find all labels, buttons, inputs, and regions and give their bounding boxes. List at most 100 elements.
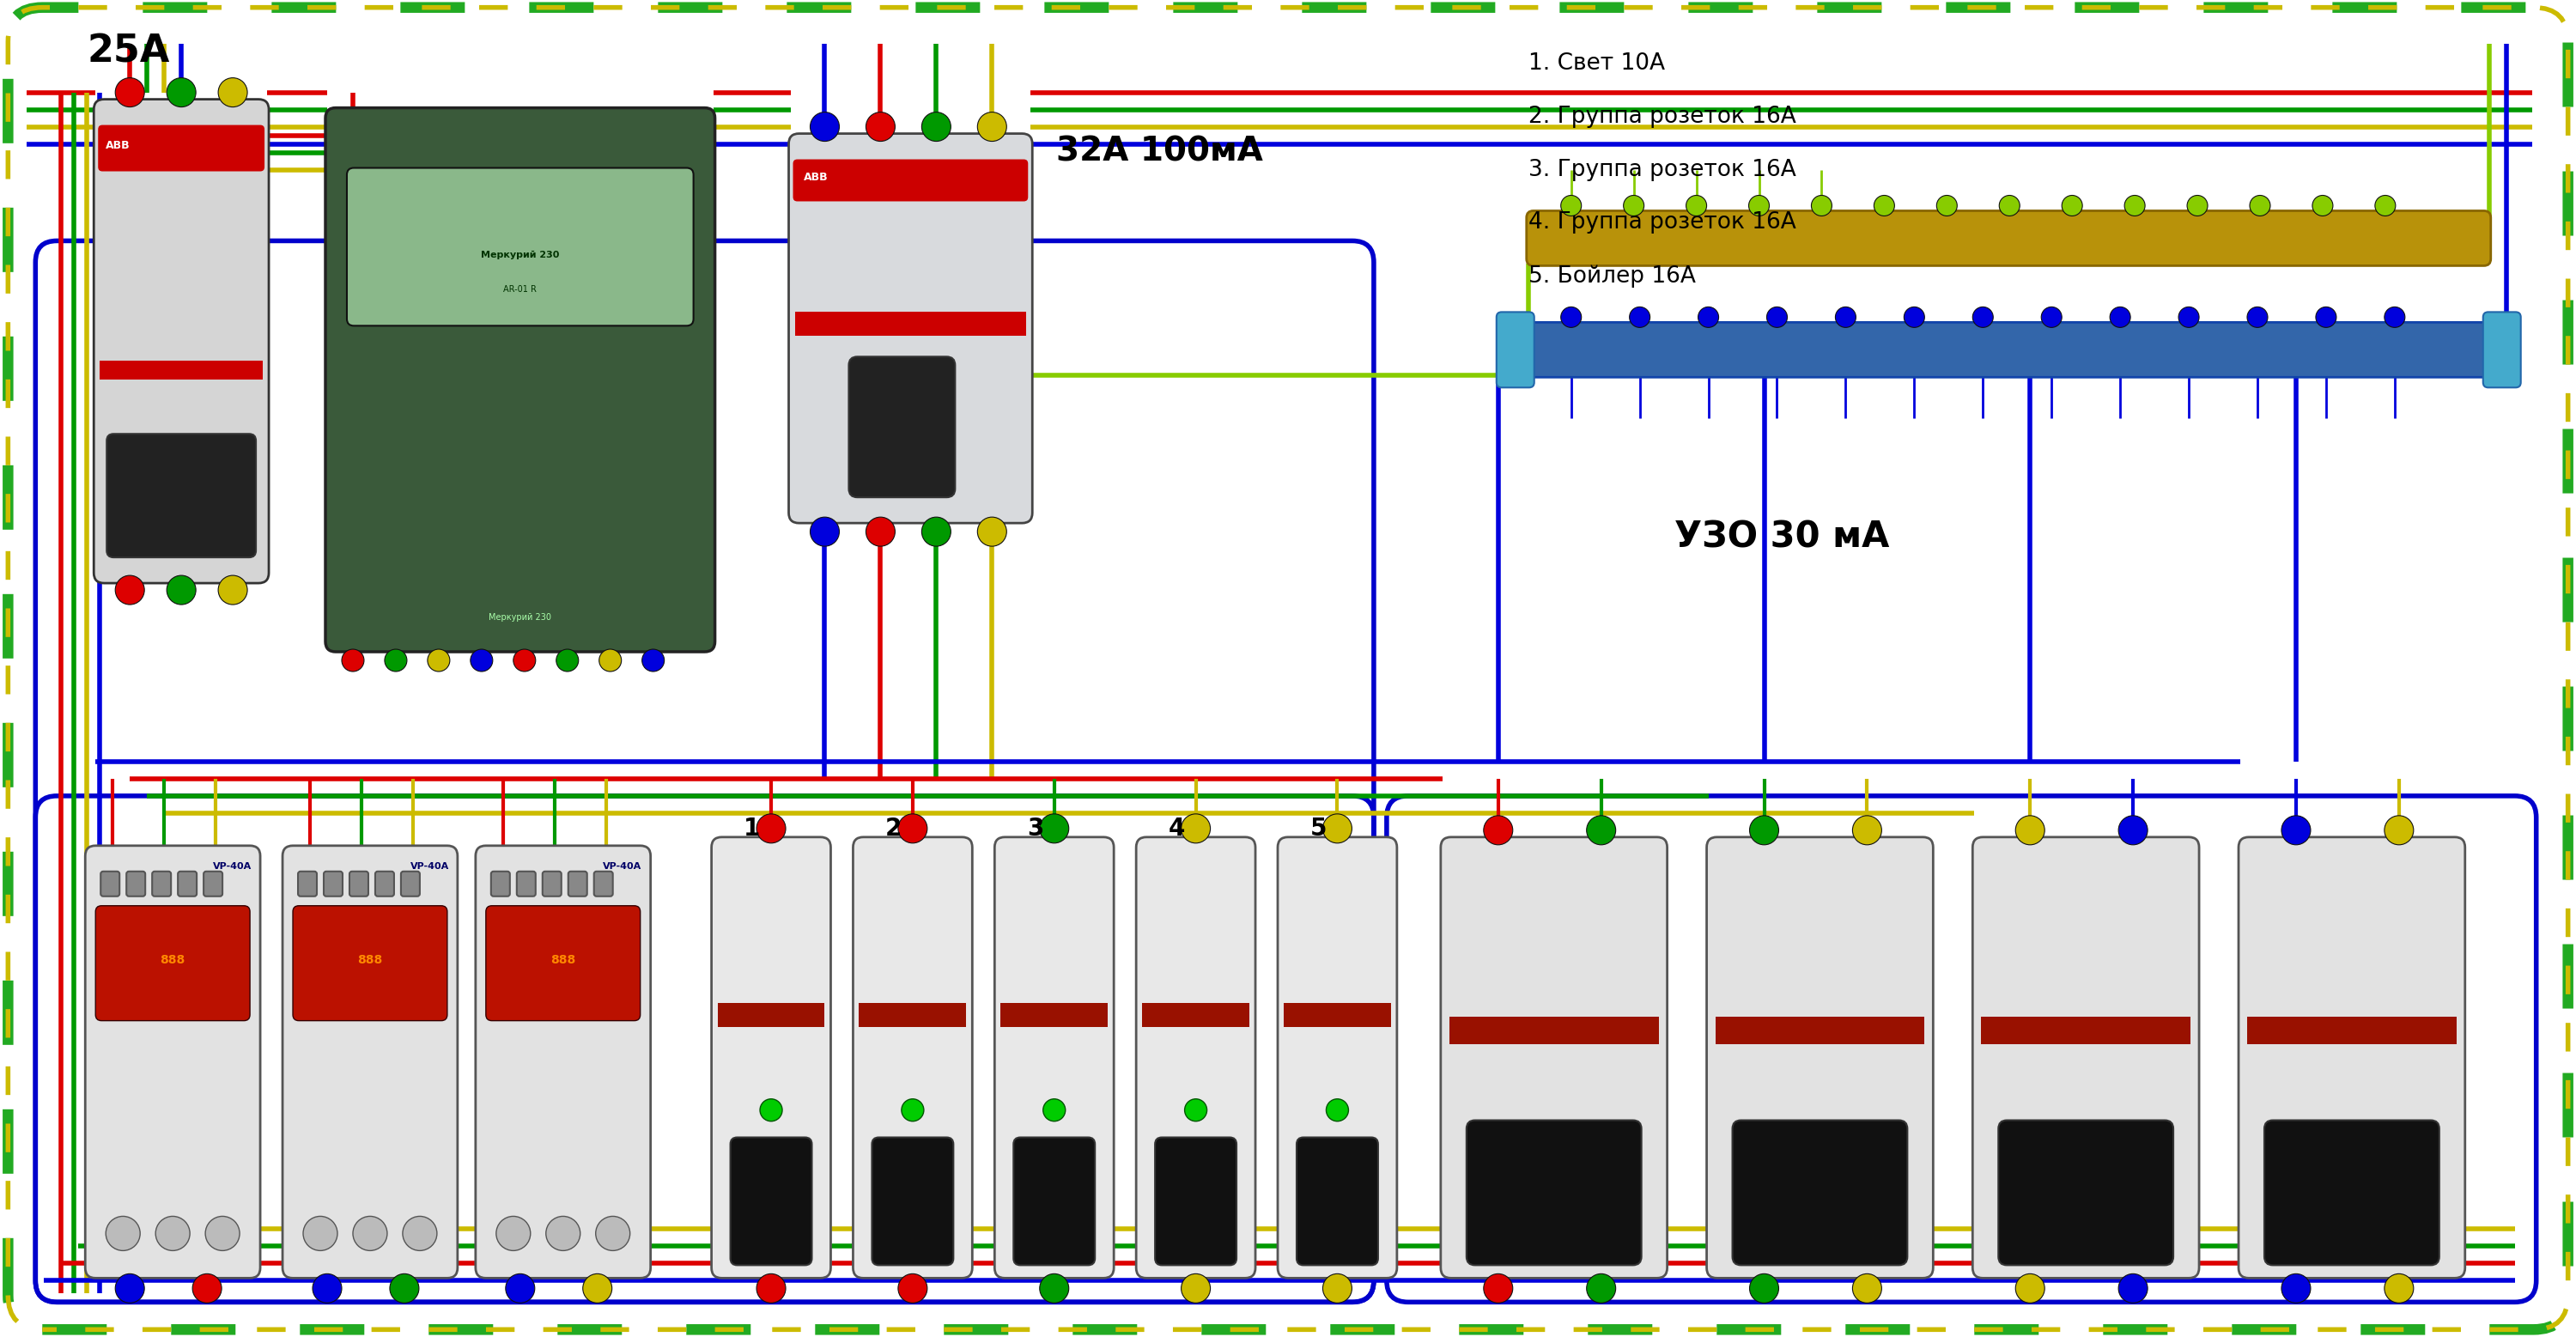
Text: 3: 3 [1028,817,1043,841]
FancyBboxPatch shape [1154,1138,1236,1265]
FancyBboxPatch shape [788,134,1033,523]
Text: 4. Группа розеток 16A: 4. Группа розеток 16A [1528,211,1795,234]
Circle shape [116,78,144,107]
Text: Меркурий 230: Меркурий 230 [482,251,559,259]
FancyBboxPatch shape [1497,312,1535,388]
Text: 2: 2 [886,817,902,841]
Circle shape [2385,1274,2414,1304]
Circle shape [2246,308,2267,328]
Circle shape [2282,1274,2311,1304]
Bar [999,1003,1108,1027]
Circle shape [866,517,894,547]
FancyBboxPatch shape [1708,837,1932,1278]
Circle shape [2249,195,2269,217]
Circle shape [1852,816,1880,845]
Circle shape [922,112,951,142]
Circle shape [219,575,247,604]
FancyBboxPatch shape [1466,1120,1641,1265]
Circle shape [1041,1274,1069,1304]
Text: 5. Бойлер 16A: 5. Бойлер 16A [1528,265,1695,287]
Text: VP-40A: VP-40A [603,862,641,870]
FancyBboxPatch shape [848,357,956,497]
FancyBboxPatch shape [100,872,118,896]
FancyBboxPatch shape [569,872,587,896]
Circle shape [389,1274,420,1304]
FancyBboxPatch shape [93,99,268,583]
Circle shape [206,1217,240,1250]
FancyBboxPatch shape [2483,312,2522,388]
FancyBboxPatch shape [793,159,1028,202]
Text: 3. Группа розеток 16A: 3. Группа розеток 16A [1528,159,1795,180]
FancyBboxPatch shape [294,905,448,1020]
Circle shape [1749,195,1770,217]
Circle shape [899,814,927,844]
Circle shape [116,575,144,604]
Bar [2246,1017,2458,1044]
Circle shape [1561,195,1582,217]
Circle shape [1852,1274,1880,1304]
Circle shape [922,517,951,547]
Text: VP-40A: VP-40A [410,862,448,870]
FancyBboxPatch shape [350,872,368,896]
Circle shape [1484,1274,1512,1304]
Circle shape [428,650,451,671]
Circle shape [1999,195,2020,217]
FancyBboxPatch shape [492,872,510,896]
Text: ABB: ABB [106,139,131,151]
Circle shape [2110,308,2130,328]
FancyBboxPatch shape [98,124,265,171]
FancyBboxPatch shape [994,837,1113,1278]
FancyBboxPatch shape [2264,1120,2439,1265]
Circle shape [1321,814,1352,844]
Bar [1716,1017,1924,1044]
Circle shape [866,112,894,142]
FancyBboxPatch shape [1999,1120,2174,1265]
Circle shape [155,1217,191,1250]
Text: 1. Свет 10A: 1. Свет 10A [1528,52,1664,75]
Circle shape [2040,308,2061,328]
FancyBboxPatch shape [1528,211,2491,266]
Circle shape [505,1274,536,1304]
FancyBboxPatch shape [2239,837,2465,1278]
Circle shape [1687,195,1708,217]
Circle shape [384,650,407,671]
FancyBboxPatch shape [477,846,652,1278]
Circle shape [1623,195,1643,217]
FancyBboxPatch shape [487,905,641,1020]
FancyBboxPatch shape [544,872,562,896]
FancyBboxPatch shape [152,872,170,896]
Text: 4: 4 [1170,817,1185,841]
Circle shape [1767,308,1788,328]
FancyBboxPatch shape [1278,837,1396,1278]
Circle shape [1327,1099,1347,1122]
Bar [1283,1003,1391,1027]
Circle shape [1631,308,1651,328]
Bar [100,361,263,380]
FancyBboxPatch shape [178,872,196,896]
Bar [1450,1017,1659,1044]
FancyBboxPatch shape [1296,1138,1378,1265]
Circle shape [902,1099,925,1122]
Circle shape [1973,308,1994,328]
Circle shape [1182,1274,1211,1304]
Circle shape [167,78,196,107]
Circle shape [1904,308,1924,328]
Circle shape [556,650,580,671]
Circle shape [809,112,840,142]
Circle shape [2117,1274,2148,1304]
FancyBboxPatch shape [85,846,260,1278]
Circle shape [2282,816,2311,845]
Circle shape [1587,816,1615,845]
FancyBboxPatch shape [204,872,222,896]
Circle shape [1321,1274,1352,1304]
Circle shape [2179,308,2200,328]
Circle shape [2187,195,2208,217]
Circle shape [343,650,363,671]
FancyBboxPatch shape [518,872,536,896]
Text: 888: 888 [358,953,384,965]
Bar [1141,1003,1249,1027]
Circle shape [546,1217,580,1250]
Text: AR-01 R: AR-01 R [502,285,536,294]
Circle shape [106,1217,139,1250]
Circle shape [1043,1099,1066,1122]
